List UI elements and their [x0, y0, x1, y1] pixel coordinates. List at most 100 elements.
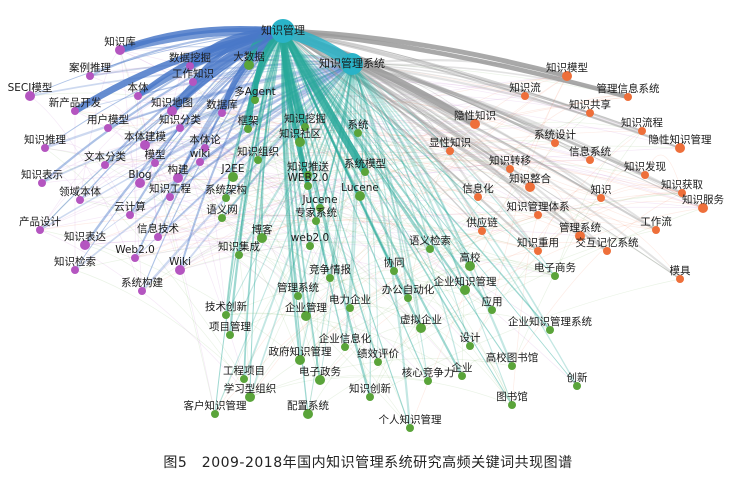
keyword-label: 高校图书馆: [486, 351, 539, 364]
cooccurrence-edge: [537, 200, 704, 252]
cooccurrence-edge: [359, 195, 513, 406]
keyword-node: [101, 161, 109, 169]
keyword-node: [226, 331, 234, 339]
cooccurrence-edge: [420, 313, 551, 331]
keyword-label: 管理信息系统: [597, 82, 660, 95]
cooccurrence-edge: [84, 214, 317, 246]
keyword-node: [186, 62, 194, 70]
cooccurrence-edge: [39, 159, 591, 231]
cooccurrence-edge: [144, 144, 431, 250]
keyword-label: 博客: [252, 223, 273, 236]
cooccurrence-edge: [225, 312, 429, 382]
keyword-node: [41, 144, 49, 152]
keyword-label: 大数据: [233, 50, 265, 63]
cooccurrence-edge: [204, 146, 309, 187]
hub-edge: [282, 28, 629, 100]
keyword-node: [201, 144, 209, 152]
cooccurrence-edge: [179, 150, 451, 271]
keyword-node: [86, 72, 94, 80]
cooccurrence-edge: [134, 206, 704, 259]
keyword-label: 系统模型: [344, 157, 386, 170]
cooccurrence-edge: [377, 229, 657, 363]
cooccurrence-edge: [238, 253, 299, 297]
hub-edge: [351, 63, 539, 216]
keyword-node: [301, 123, 309, 131]
cooccurrence-edge: [307, 195, 361, 415]
keyword-node: [222, 194, 230, 202]
hub-edge: [282, 30, 351, 309]
cooccurrence-edge: [104, 152, 683, 194]
keyword-label: 企业知识管理系统: [508, 315, 592, 328]
keyword-label: Lucene: [341, 182, 379, 194]
cooccurrence-edge: [157, 147, 681, 238]
keyword-node: [326, 274, 334, 282]
hub-edge: [214, 30, 284, 415]
keyword-node: [295, 355, 305, 365]
cooccurrence-edge: [407, 259, 556, 299]
hub-edge: [279, 29, 369, 174]
hub-edge: [282, 30, 493, 311]
cooccurrence-edge: [307, 160, 646, 176]
keyword-node: [551, 139, 559, 147]
node-layer: [25, 19, 708, 432]
cooccurrence-edge: [307, 326, 422, 415]
keyword-label: 数据库: [206, 98, 238, 111]
keyword-node: [404, 294, 412, 302]
hub-edge: [351, 63, 591, 114]
cooccurrence-edge: [144, 138, 309, 176]
keyword-label: 企业知识管理: [434, 275, 497, 288]
cooccurrence-edge: [177, 119, 476, 179]
hub-edge: [351, 63, 591, 161]
keyword-node: [154, 233, 162, 241]
cooccurrence-edge: [349, 306, 513, 406]
keyword-node: [115, 45, 125, 55]
keyword-node: [222, 311, 230, 319]
cooccurrence-edge: [204, 128, 646, 176]
cooccurrence-edge: [477, 95, 629, 198]
cooccurrence-edge: [44, 142, 131, 216]
cooccurrence-edge: [299, 141, 493, 311]
hub-label: 知识管理: [261, 23, 305, 37]
hub-edge: [351, 63, 551, 331]
hub-edge: [282, 30, 411, 429]
cooccurrence-edge: [247, 110, 476, 130]
hub-edge: [351, 63, 578, 387]
keyword-label: 高校: [460, 251, 481, 264]
hub-edge: [351, 63, 431, 250]
hub-edge: [282, 30, 431, 250]
keyword-node: [624, 93, 632, 101]
hub-edge: [297, 63, 353, 297]
cooccurrence-edge: [119, 49, 556, 144]
keyword-label: 设计: [460, 331, 481, 344]
keyword-node: [551, 272, 559, 280]
hub-edge: [351, 63, 451, 152]
cooccurrence-edge: [247, 128, 263, 239]
hub-edge: [129, 30, 284, 216]
keyword-node: [218, 109, 226, 117]
keyword-label: 知识组织: [237, 145, 279, 158]
keyword-label: 知识转移: [489, 154, 531, 167]
cooccurrence-edge: [84, 238, 556, 277]
cooccurrence-edge: [141, 220, 317, 292]
keyword-label: 知识检索: [54, 255, 96, 268]
cooccurrence-edge: [119, 49, 216, 415]
keyword-label: 知识集成: [218, 240, 260, 253]
cooccurrence-edge: [299, 141, 539, 252]
keyword-label: wiki: [190, 148, 211, 160]
hub-edge: [282, 30, 581, 237]
hub-edge: [282, 30, 551, 331]
cooccurrence-edge: [299, 270, 395, 361]
cooccurrence-edge: [409, 75, 568, 429]
hub-edge: [232, 63, 353, 178]
keyword-label: WEB2.0: [288, 172, 329, 184]
cooccurrence-edge: [171, 110, 463, 377]
keyword-label: 云计算: [114, 200, 146, 213]
cooccurrence-edge: [214, 195, 361, 415]
figure-caption: 图5 2009-2018年国内知识管理系统研究高频关键词共现图谱: [163, 455, 573, 471]
keyword-label: 知识服务: [682, 193, 724, 206]
hub-edge: [228, 30, 285, 336]
cooccurrence-edge: [600, 168, 646, 199]
keyword-node: [465, 261, 475, 271]
cooccurrence-edge: [199, 161, 551, 331]
keyword-node: [176, 124, 184, 132]
